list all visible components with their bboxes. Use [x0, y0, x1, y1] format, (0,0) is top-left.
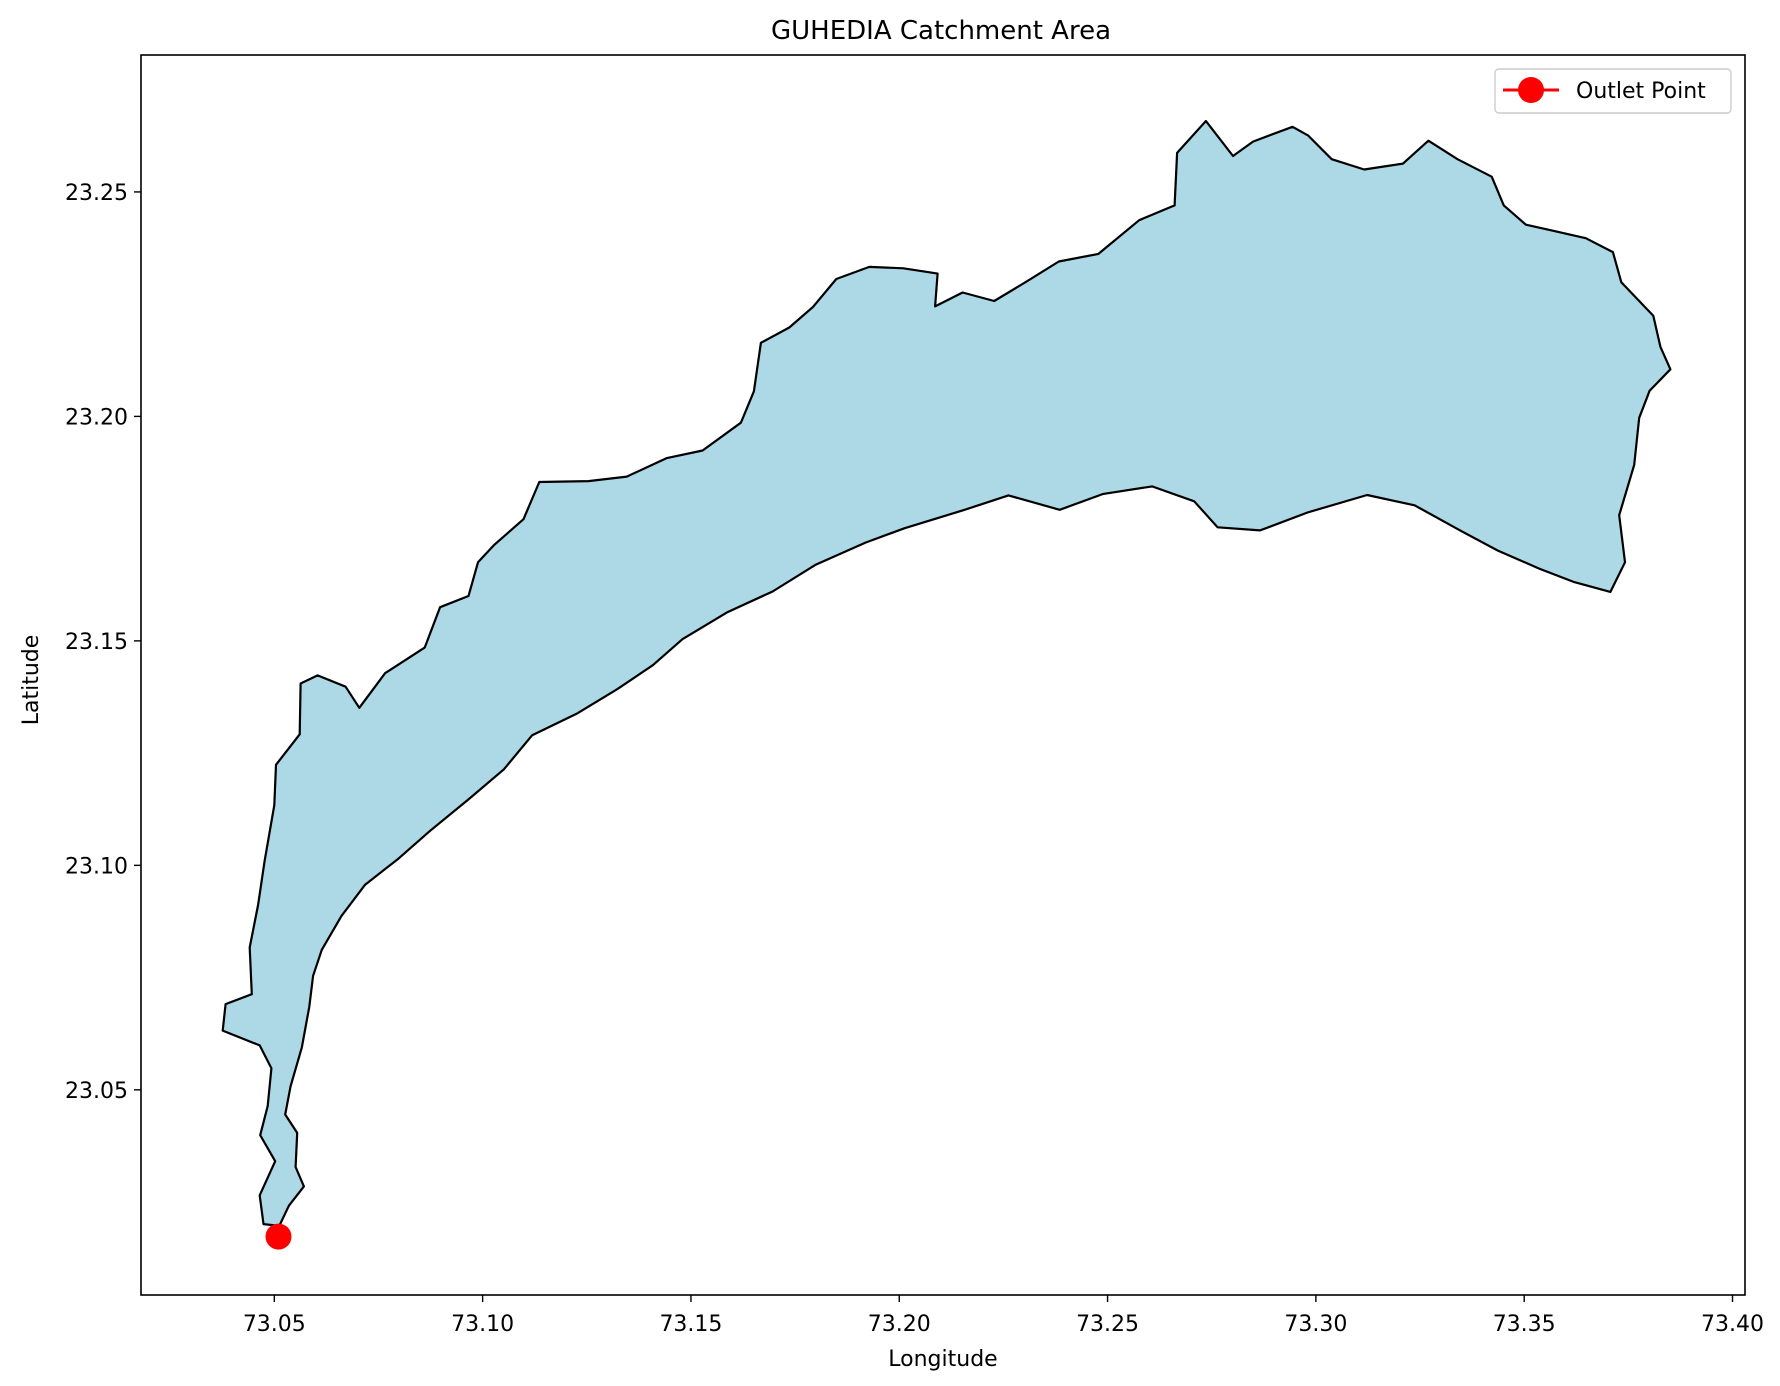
x-tick-label: 73.40	[1701, 1312, 1764, 1337]
x-tick-label: 73.05	[243, 1312, 306, 1337]
plot-title: GUHEDIA Catchment Area	[771, 16, 1111, 46]
x-tick-label: 73.25	[1076, 1312, 1139, 1337]
legend: Outlet Point	[1494, 68, 1732, 114]
x-tick-label: 73.30	[1284, 1312, 1347, 1337]
axes-frame	[140, 54, 1746, 1296]
x-axis-ticks: 73.05 73.10 73.15 73.20 73.25 73.30 73.35 73.40	[243, 1295, 1764, 1337]
catchment-polygon	[221, 119, 1672, 1227]
y-tick-label: 23.10	[65, 854, 128, 879]
x-tick-label: 73.20	[868, 1312, 931, 1337]
legend-box	[1494, 68, 1732, 114]
y-axis-title: Latitude	[19, 635, 44, 726]
legend-outlet-label: Outlet Point	[1576, 79, 1706, 104]
x-tick-label: 73.35	[1493, 1312, 1556, 1337]
outlet-point-marker[interactable]	[265, 1223, 292, 1250]
x-axis-title: Longitude	[888, 1347, 997, 1372]
y-tick-label: 23.25	[65, 181, 128, 206]
map-plot-area	[141, 55, 1745, 1295]
y-tick-label: 23.15	[65, 630, 128, 655]
x-tick-label: 73.15	[659, 1312, 722, 1337]
y-axis-ticks: 23.05 23.10 23.15 23.20 23.25	[65, 181, 141, 1104]
legend-outlet-marker	[1518, 77, 1544, 103]
x-tick-label: 73.10	[451, 1312, 514, 1337]
y-tick-label: 23.05	[65, 1079, 128, 1104]
y-tick-label: 23.20	[65, 405, 128, 430]
